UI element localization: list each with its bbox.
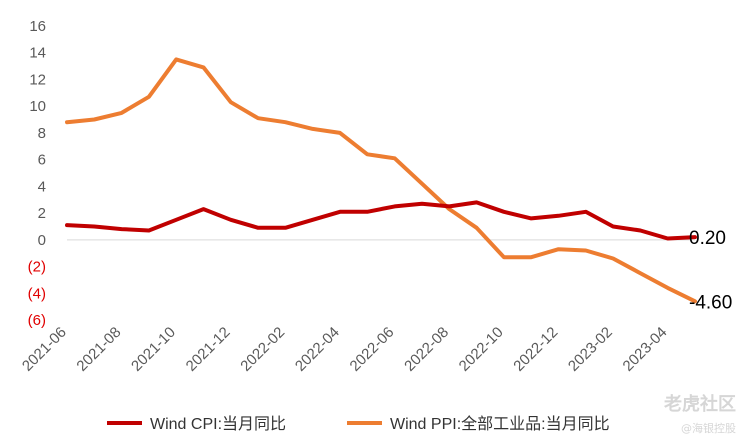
y-tick-label: (6): [28, 312, 46, 329]
end-labels: 0.20 -4.60: [689, 228, 732, 313]
y-tick-label: 16: [29, 18, 46, 35]
watermark: 老虎社区 @海银控股: [664, 390, 736, 436]
legend-label: Wind PPI:全部工业品:当月同比: [390, 415, 610, 433]
x-tick-label: 2021-08: [73, 324, 124, 375]
x-tick-label: 2023-04: [620, 324, 671, 375]
end-label-ppi: -4.60: [689, 292, 732, 313]
y-tick-label: 0: [38, 232, 46, 249]
y-tick-label: 12: [29, 71, 46, 88]
watermark-sub: @海银控股: [681, 422, 736, 435]
watermark-main: 老虎社区: [664, 394, 736, 415]
x-tick-label: 2022-12: [510, 324, 561, 375]
x-tick-label: 2021-12: [183, 324, 234, 375]
legend-label: Wind CPI:当月同比: [150, 415, 286, 433]
end-label-cpi: 0.20: [689, 228, 726, 249]
x-tick-label: 2022-06: [347, 324, 398, 375]
x-tick-label: 2022-02: [237, 324, 288, 375]
y-axis: 16 14 12 10 8 6 4 2 0 (2) (4) (6): [28, 18, 46, 329]
x-tick-label: 2022-04: [292, 324, 343, 375]
x-tick-label: 2021-10: [128, 324, 179, 375]
x-tick-label: 2023-02: [565, 324, 616, 375]
y-tick-label: 2: [38, 205, 46, 222]
series-line-cpi: [65, 200, 697, 241]
x-axis: 2021-06 2021-08 2021-10 2021-12 2022-02 2022-…: [19, 324, 671, 375]
y-tick-label: (4): [28, 285, 46, 302]
y-tick-label: 6: [38, 152, 46, 169]
x-tick-label: 2021-06: [19, 324, 70, 375]
series-line-ppi: [65, 57, 697, 304]
series-layer: [65, 57, 697, 304]
y-tick-label: 14: [29, 45, 46, 62]
y-tick-label: 8: [38, 125, 46, 142]
y-tick-label: 4: [38, 178, 46, 195]
legend: Wind CPI:当月同比 Wind PPI:全部工业品:当月同比: [107, 415, 610, 433]
x-tick-label: 2022-10: [456, 324, 507, 375]
x-tick-label: 2022-08: [401, 324, 452, 375]
y-tick-label: 10: [29, 98, 46, 115]
y-tick-label: (2): [28, 259, 46, 276]
